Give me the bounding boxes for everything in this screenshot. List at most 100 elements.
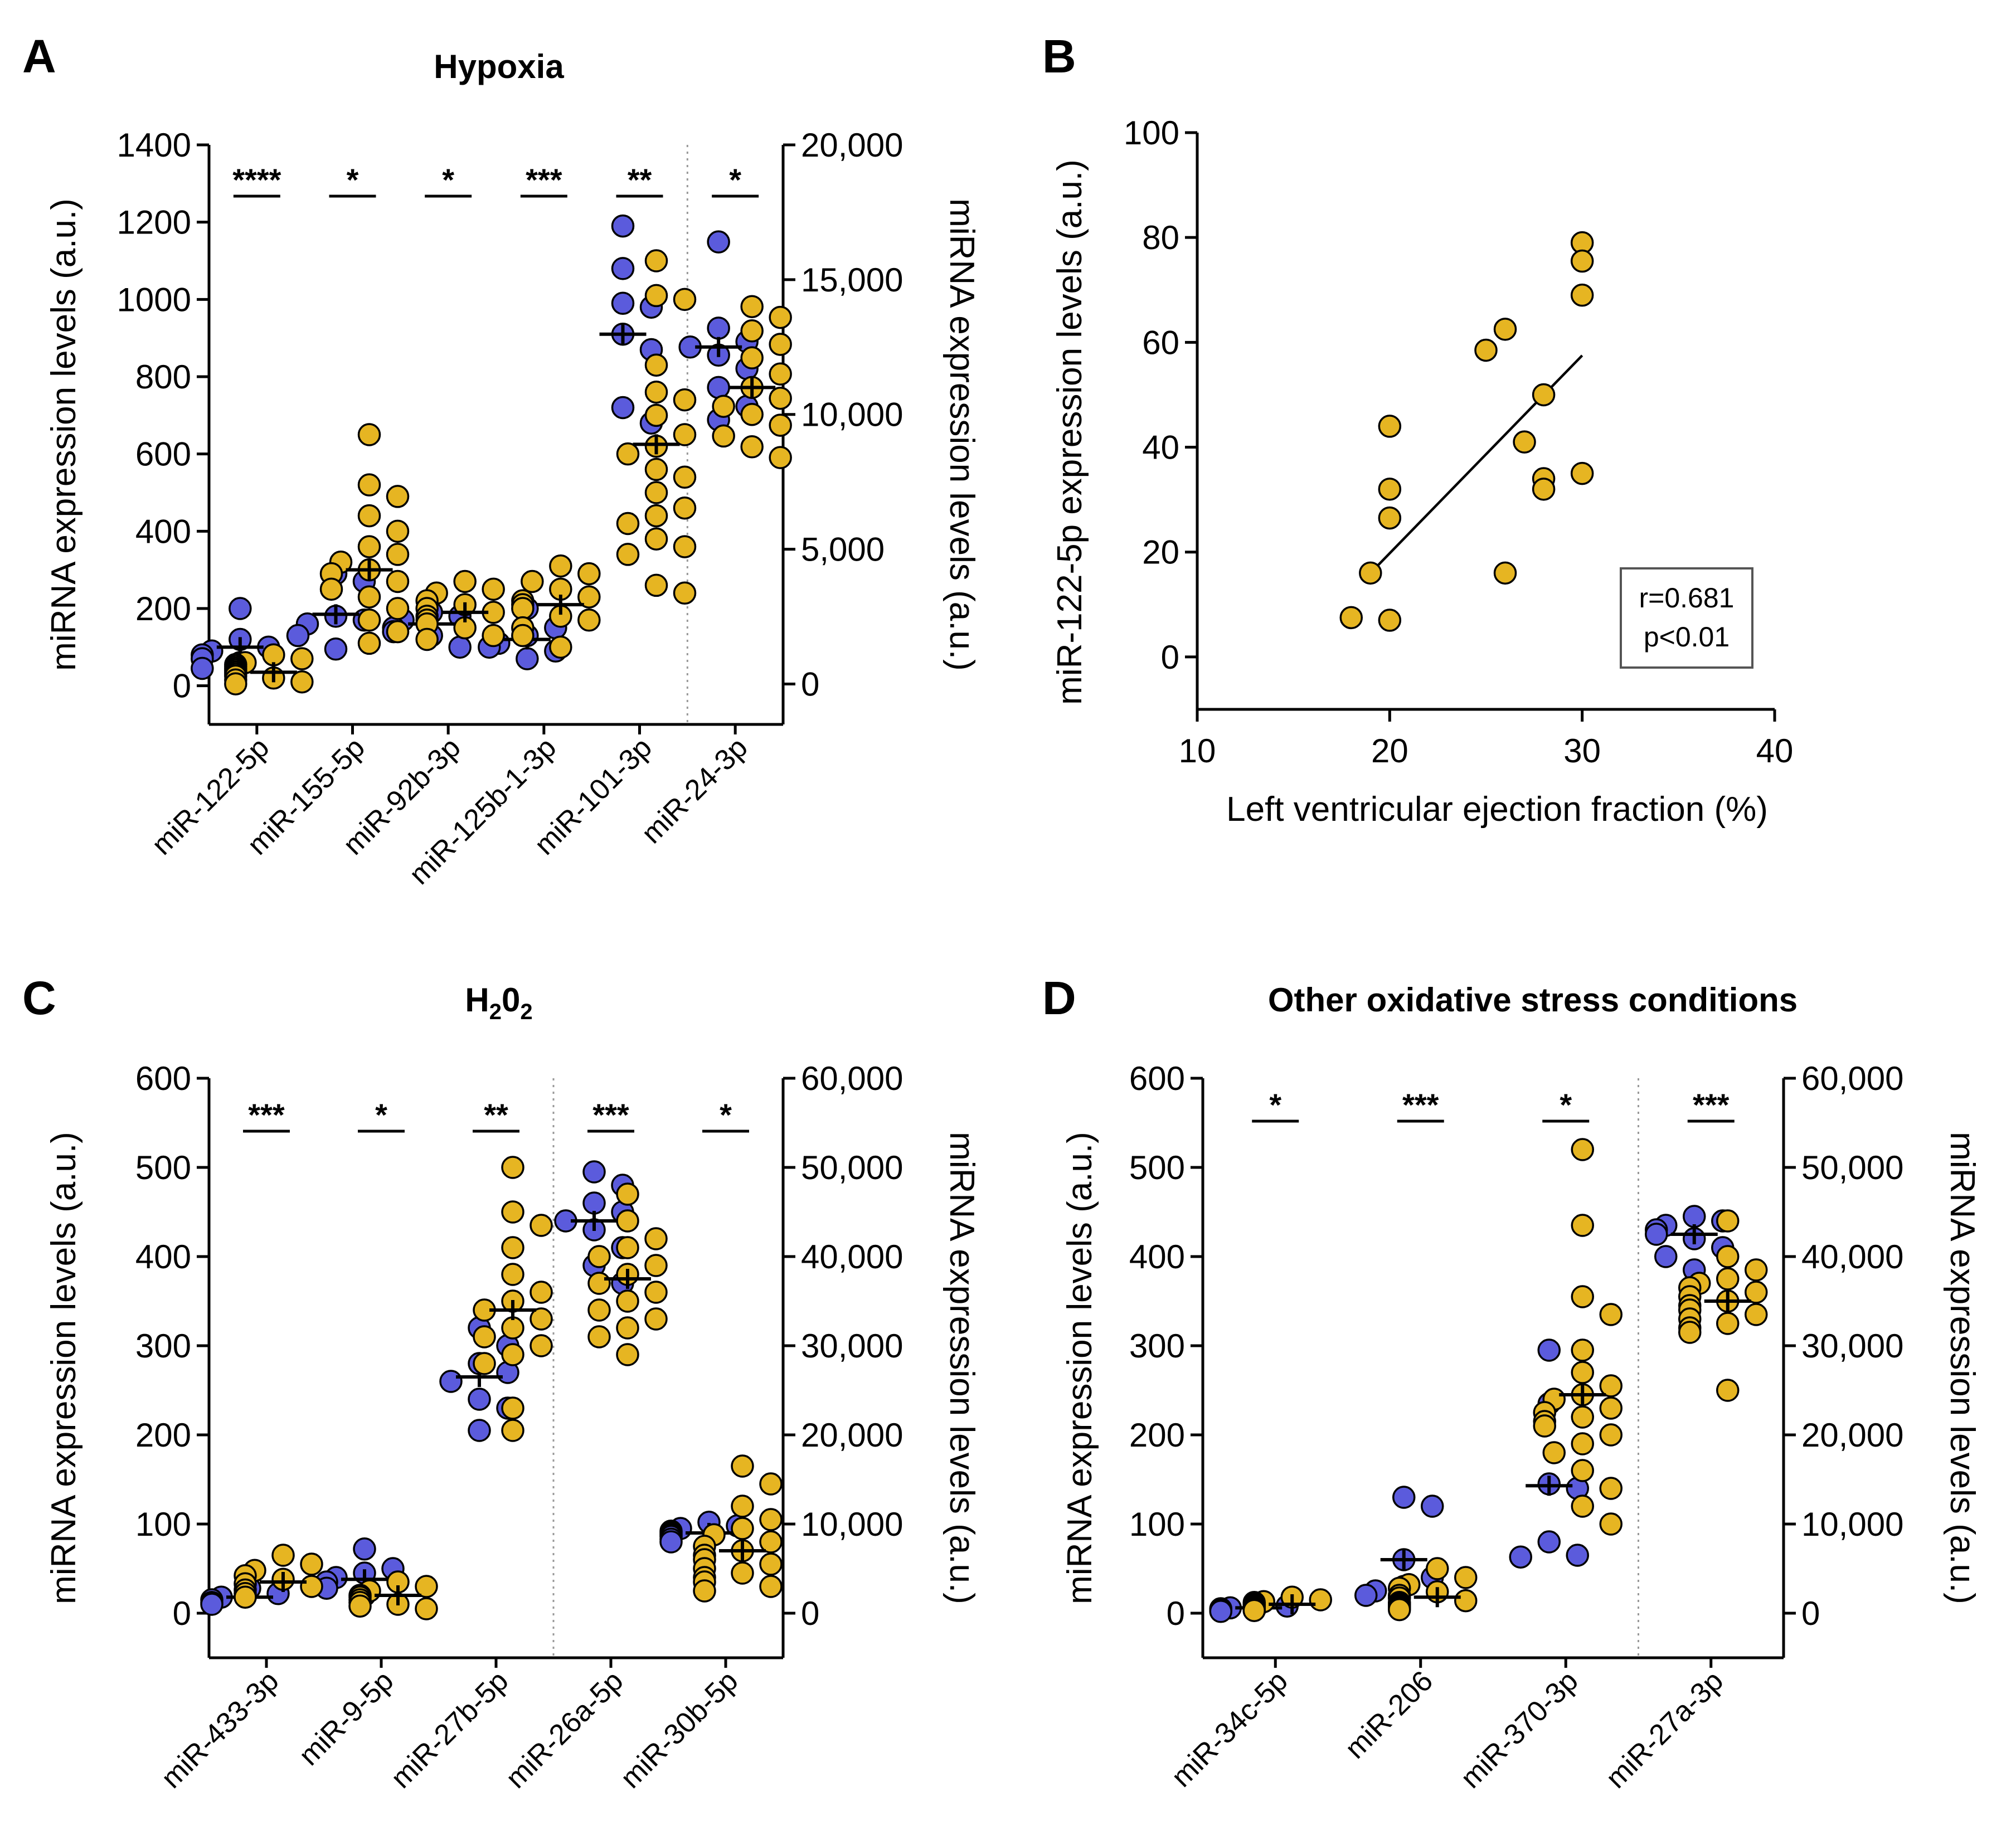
patient-point [587, 1325, 611, 1349]
y-tick-label-right: 0 [1801, 1595, 1820, 1632]
patient-point [644, 1227, 668, 1250]
data-point [1532, 383, 1556, 407]
data-point [1513, 430, 1536, 454]
patient-point [1599, 1374, 1622, 1398]
control-point [324, 637, 348, 661]
patient-point [529, 1334, 553, 1357]
patient-point [759, 1508, 783, 1531]
significance-stars: ** [484, 1097, 508, 1132]
data-point [1339, 606, 1363, 630]
patient-point [357, 473, 381, 496]
y-axis-label-left: miRNA expression levels (a.u.) [45, 1132, 83, 1604]
panel-letter: B [1042, 30, 1076, 82]
category-label: miR-24-3p [635, 731, 754, 850]
patient-point [1716, 1245, 1740, 1268]
control-point [286, 624, 310, 648]
y-tick-label-right: 40,000 [801, 1238, 903, 1276]
patient-point [529, 1307, 553, 1331]
y-tick-label-right: 60,000 [801, 1060, 903, 1097]
patient-point [415, 1575, 438, 1598]
patient-point [616, 1182, 639, 1206]
significance-stars: * [347, 162, 359, 197]
significance-stars: *** [248, 1097, 285, 1132]
correlation-p: p<0.01 [1644, 621, 1730, 653]
patient-point [1745, 1303, 1768, 1326]
data-point [1359, 561, 1382, 585]
patient-point [644, 1307, 668, 1331]
patient-point [1745, 1258, 1768, 1282]
significance-stars: **** [232, 162, 281, 197]
patient-point [616, 1209, 639, 1233]
data-point [1378, 506, 1402, 530]
y-tick-label-left: 300 [135, 1327, 191, 1365]
control-point [1654, 1245, 1678, 1268]
patient-point [1571, 1432, 1594, 1455]
control-point [1509, 1545, 1532, 1569]
significance-stars: * [375, 1097, 387, 1132]
panel-title: H202 [465, 981, 532, 1024]
data-point [1570, 283, 1594, 307]
panel-letter: D [1042, 972, 1076, 1024]
significance-stars: * [729, 162, 741, 197]
y-tick-label-left: 1400 [117, 126, 191, 164]
significance-stars: * [1560, 1087, 1572, 1122]
patient-point [348, 1594, 372, 1618]
x-axis-label: Left ventricular ejection fraction (%) [1226, 790, 1768, 829]
significance-stars: *** [1693, 1087, 1730, 1122]
y-tick-label-left: 400 [135, 1238, 191, 1276]
data-point [1493, 318, 1517, 341]
patient-point [1571, 1495, 1594, 1518]
patient-point [482, 577, 505, 601]
patient-point [549, 554, 572, 578]
patient-point [644, 353, 668, 377]
y-tick-label-right: 40,000 [1801, 1238, 1904, 1276]
y-tick-label-right: 0 [801, 665, 819, 703]
control-point [200, 1593, 224, 1616]
patient-point [769, 446, 792, 469]
patient-point [759, 1472, 783, 1496]
control-point [707, 230, 730, 254]
y-tick-label-right: 0 [801, 1595, 819, 1632]
patient-point [673, 581, 697, 605]
patient-point [759, 1530, 783, 1554]
control-point [468, 1419, 491, 1442]
patient-point [769, 305, 792, 329]
y-tick-label-right: 5,000 [801, 531, 885, 568]
patient-point [1716, 1209, 1740, 1233]
patient-point [740, 346, 764, 369]
control-point [611, 257, 635, 280]
patient-point [769, 362, 792, 386]
y-tick-label-left: 1000 [117, 281, 191, 318]
patient-point [1745, 1281, 1768, 1304]
y-axis-label-left: miRNA expression levels (a.u.) [1061, 1132, 1099, 1604]
x-tick-label: 30 [1563, 732, 1601, 770]
control-point [1354, 1584, 1378, 1607]
patient-point [1388, 1598, 1411, 1622]
patient-point [415, 627, 439, 651]
data-point [1378, 478, 1402, 501]
patient-point [1599, 1396, 1622, 1420]
patient-point [740, 295, 764, 318]
patient-point [501, 1419, 524, 1442]
patient-point [759, 1552, 783, 1576]
data-point [1532, 478, 1556, 501]
patient-point [644, 284, 668, 308]
patient-point [529, 1281, 553, 1304]
patient-point [1571, 1214, 1594, 1237]
y-tick-label: 0 [1161, 639, 1179, 676]
patient-point [501, 1316, 524, 1340]
panel-title: Hypoxia [434, 48, 564, 85]
patient-point [482, 624, 505, 648]
patient-point [1571, 1361, 1594, 1384]
patient-point [511, 597, 535, 620]
y-tick-label: 80 [1142, 219, 1179, 256]
y-axis-label-right: miRNA expression levels (a.u.) [943, 1132, 981, 1604]
patient-point [693, 1579, 716, 1603]
patient-point [1716, 1379, 1740, 1402]
control-point [191, 656, 214, 680]
patient-point [521, 569, 544, 593]
control-point [1645, 1223, 1668, 1246]
y-tick-label-left: 500 [135, 1149, 191, 1186]
data-point [1378, 608, 1402, 632]
y-tick-label-right: 30,000 [801, 1327, 903, 1365]
